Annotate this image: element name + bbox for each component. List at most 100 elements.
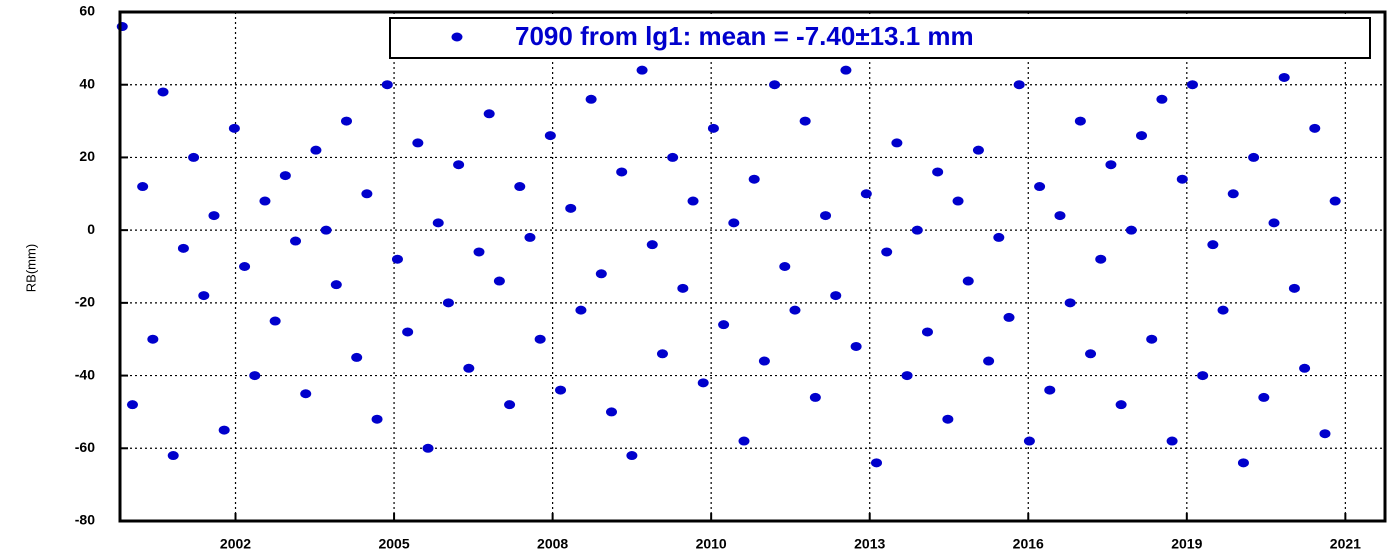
legend-box — [389, 17, 1371, 59]
x-tick-label: 2010 — [696, 536, 727, 552]
point — [188, 152, 200, 162]
y-tick-label: 60 — [79, 3, 95, 19]
point — [412, 138, 424, 148]
point — [718, 320, 730, 330]
point — [789, 305, 801, 315]
point — [809, 392, 821, 402]
point — [300, 389, 312, 399]
point — [779, 262, 791, 271]
point — [565, 203, 577, 213]
point — [239, 262, 251, 271]
point — [860, 189, 872, 199]
point — [606, 407, 618, 417]
point — [1176, 174, 1188, 184]
point — [432, 218, 444, 228]
point — [881, 247, 893, 257]
point — [473, 247, 485, 257]
point — [830, 291, 842, 301]
point — [463, 363, 475, 373]
point — [585, 94, 597, 104]
point — [1268, 218, 1280, 228]
point — [1125, 225, 1137, 235]
point — [493, 276, 505, 286]
point — [799, 116, 811, 126]
point — [402, 327, 414, 337]
point — [198, 291, 210, 301]
point — [575, 305, 587, 315]
point — [1013, 80, 1025, 90]
point — [1278, 72, 1290, 82]
point — [514, 182, 526, 192]
point — [626, 451, 638, 461]
point — [952, 196, 964, 206]
point — [504, 400, 516, 410]
point — [748, 174, 760, 184]
point — [1186, 80, 1198, 90]
point — [656, 349, 668, 359]
point — [983, 356, 995, 366]
y-axis-label: RB(mm) — [23, 244, 38, 292]
point — [1023, 436, 1035, 446]
point — [1299, 363, 1311, 373]
point — [1288, 283, 1300, 293]
point — [595, 269, 607, 279]
point — [544, 131, 556, 141]
y-tick-label: -80 — [75, 512, 95, 528]
point — [116, 22, 128, 32]
point — [1054, 211, 1066, 221]
x-tick-label: 2005 — [378, 536, 409, 552]
point — [1064, 298, 1076, 308]
point — [1156, 94, 1168, 104]
point — [1146, 334, 1158, 344]
point — [320, 225, 332, 235]
point — [871, 458, 883, 468]
point — [361, 189, 373, 199]
point — [1085, 349, 1097, 359]
point — [687, 196, 699, 206]
point — [1115, 400, 1127, 410]
y-tick-label: 0 — [87, 221, 95, 237]
point — [840, 65, 852, 75]
x-tick-label: 2016 — [1013, 536, 1044, 552]
point — [728, 218, 740, 228]
point — [249, 371, 261, 381]
point — [677, 283, 689, 293]
point — [1319, 429, 1331, 439]
point — [993, 232, 1005, 242]
point — [534, 334, 546, 344]
point — [1197, 371, 1209, 381]
point — [769, 80, 781, 90]
point — [972, 145, 984, 155]
point — [330, 280, 342, 290]
point — [616, 167, 628, 177]
x-tick-label: 2008 — [537, 536, 568, 552]
point — [1329, 196, 1341, 206]
point — [147, 334, 159, 344]
x-tick-label: 2013 — [854, 536, 885, 552]
point — [901, 371, 913, 381]
point — [1248, 152, 1260, 162]
x-tick-label: 2002 — [220, 536, 251, 552]
point — [422, 443, 434, 453]
point — [921, 327, 933, 337]
point — [442, 298, 454, 308]
point — [646, 240, 658, 250]
point — [1207, 240, 1219, 250]
y-tick-label: -60 — [75, 439, 95, 455]
point — [850, 341, 862, 351]
point — [137, 182, 149, 192]
point — [891, 138, 903, 148]
point — [1166, 436, 1178, 446]
point — [1003, 312, 1015, 322]
point — [208, 211, 220, 221]
point — [483, 109, 495, 119]
point — [157, 87, 169, 97]
point — [1136, 131, 1148, 141]
x-tick-label: 2021 — [1330, 536, 1361, 552]
point — [707, 123, 719, 133]
x-tick-label: 2019 — [1171, 536, 1202, 552]
point — [453, 160, 465, 170]
point — [942, 414, 954, 424]
point — [391, 254, 403, 264]
point — [636, 65, 648, 75]
